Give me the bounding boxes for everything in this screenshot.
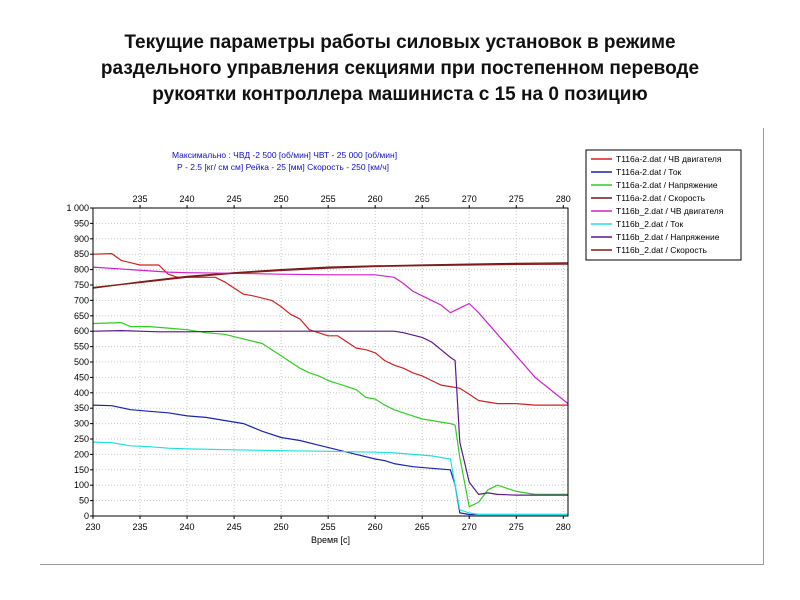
- y-tick-label: 950: [74, 218, 89, 228]
- x2-tick-label: 240: [180, 194, 195, 204]
- x2-tick-label: 275: [509, 194, 524, 204]
- x-tick-label: 280: [556, 522, 571, 532]
- x2-tick-label: 235: [133, 194, 148, 204]
- series-line-6: [92, 441, 568, 516]
- legend-entry: T116a-2.dat / Напряжение: [616, 180, 718, 190]
- title-line-3: рукоятки контроллера машиниста с 15 на 0…: [152, 84, 648, 105]
- y-tick-label: 700: [74, 295, 89, 305]
- y-tick-label: 250: [74, 434, 89, 444]
- y-tick-label: 350: [74, 403, 89, 413]
- y-tick-label: 750: [74, 280, 89, 290]
- series-line-5: [92, 266, 569, 405]
- series-line-4: [92, 262, 569, 289]
- title-line-2: раздельного управления секциями при пост…: [100, 58, 700, 79]
- legend-entry: T116b_2.dat / Скорость: [616, 245, 707, 255]
- x-tick-label: 260: [368, 522, 383, 532]
- legend-entry: T116b_2.dat / ЧВ двигателя: [616, 206, 724, 216]
- y-tick-label: 400: [74, 388, 89, 398]
- frame-edge-right: [763, 128, 764, 565]
- y-tick-label: 200: [74, 449, 89, 459]
- legend-entry: T116a-2.dat / ЧВ двигателя: [616, 154, 722, 164]
- x2-tick-label: 255: [321, 194, 336, 204]
- legend-entry: T116a-2.dat / Ток: [616, 167, 682, 177]
- y-tick-label: 150: [74, 465, 89, 475]
- x-tick-label: 255: [321, 522, 336, 532]
- annotation-line-2: Р - 2.5 [кг/ см см] Рейка - 25 [мм] Скор…: [177, 162, 389, 172]
- y-tick-label: 550: [74, 342, 89, 352]
- y-tick-label: 800: [74, 265, 89, 275]
- x-tick-label: 235: [133, 522, 148, 532]
- x2-tick-label: 260: [368, 194, 383, 204]
- slide-title: Текущие параметры работы силовых установ…: [0, 30, 800, 108]
- x-tick-label: 275: [509, 522, 524, 532]
- series-line-8: [92, 263, 569, 289]
- series-line-7: [92, 330, 568, 496]
- x-tick-label: 240: [180, 522, 195, 532]
- legend-entry: T116b_2.dat / Напряжение: [616, 232, 720, 242]
- plot-area: 0 50 100 150 200 250 300 350 400 450 500 550 600 650 7…: [66, 194, 570, 545]
- x-tick-label: 250: [274, 522, 289, 532]
- x2-tick-label: 265: [415, 194, 430, 204]
- y-tick-label: 450: [74, 372, 89, 382]
- x-tick-label: 245: [227, 522, 242, 532]
- x-axis-label: Время [с]: [311, 535, 350, 545]
- legend: T116a-2.dat / ЧВ двигателя T116a-2.dat / …: [585, 149, 742, 261]
- y-tick-label: 1 000: [66, 203, 89, 213]
- annotation-line-1: Максимально : ЧВД -2 500 [об/мин] ЧВТ - …: [172, 150, 397, 160]
- x2-tick-label: 280: [556, 194, 571, 204]
- y-tick-label: 300: [74, 419, 89, 429]
- y-tick-label: 500: [74, 357, 89, 367]
- x-tick-label: 270: [462, 522, 477, 532]
- x2-tick-label: 245: [227, 194, 242, 204]
- legend-entry: T116b_2.dat / Ток: [616, 219, 683, 229]
- frame-edge-bottom: [40, 564, 764, 565]
- legend-box: [585, 149, 742, 261]
- y-tick-label: 600: [74, 326, 89, 336]
- y-tick-label: 100: [74, 480, 89, 490]
- y-tick-label: 850: [74, 249, 89, 259]
- y-tick-label: 650: [74, 311, 89, 321]
- x2-tick-label: 250: [274, 194, 289, 204]
- plot-border: [92, 207, 569, 517]
- series-line-3: [92, 322, 568, 508]
- y-tick-label: 0: [84, 511, 89, 521]
- y-tick-label: 50: [79, 496, 89, 506]
- legend-entry: T116a-2.dat / Скорость: [616, 193, 706, 203]
- y-tick-label: 900: [74, 234, 89, 244]
- x2-tick-label: 270: [462, 194, 477, 204]
- chart-frame: [40, 128, 764, 565]
- x-tick-label: 265: [415, 522, 430, 532]
- title-line-1: Текущие параметры работы силовых установ…: [124, 32, 676, 53]
- x-tick-label: 230: [85, 522, 100, 532]
